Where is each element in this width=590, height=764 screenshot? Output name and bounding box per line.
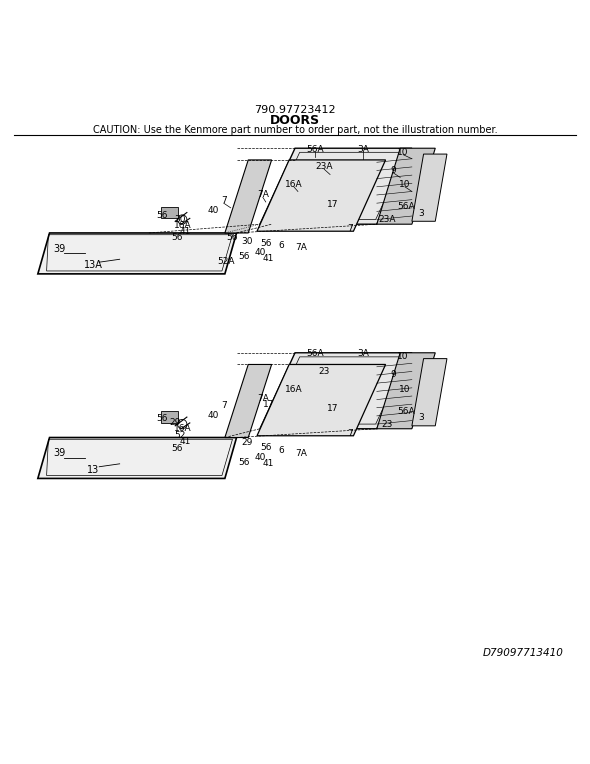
Text: 16A: 16A [285, 384, 303, 393]
Text: 23A: 23A [379, 215, 396, 224]
Polygon shape [225, 364, 271, 438]
Text: 56: 56 [260, 443, 271, 452]
Text: 56: 56 [156, 414, 168, 422]
Text: 3: 3 [418, 209, 424, 219]
Text: 3A: 3A [358, 145, 369, 154]
Text: 39: 39 [53, 244, 65, 254]
Text: 17: 17 [263, 400, 274, 409]
Polygon shape [377, 353, 435, 429]
Text: 9: 9 [391, 371, 396, 380]
Text: 7A: 7A [295, 243, 307, 252]
Text: 40: 40 [208, 206, 219, 215]
Text: 52A: 52A [217, 257, 235, 266]
Text: 7A: 7A [257, 394, 269, 403]
Text: 7A: 7A [257, 190, 269, 199]
Polygon shape [38, 233, 237, 274]
Text: 17: 17 [327, 200, 339, 209]
Polygon shape [377, 148, 435, 224]
Text: 56: 56 [156, 211, 168, 220]
Text: 30: 30 [241, 238, 253, 246]
Text: 23: 23 [319, 367, 330, 376]
Text: 56: 56 [171, 232, 183, 241]
Text: 3: 3 [418, 413, 424, 422]
Text: 6: 6 [278, 446, 284, 455]
Text: 40: 40 [254, 248, 266, 257]
Text: 56: 56 [260, 239, 271, 248]
Text: 790.97723412: 790.97723412 [254, 105, 336, 115]
Text: 10: 10 [398, 352, 409, 361]
Text: DOORS: DOORS [270, 114, 320, 127]
Text: 7: 7 [348, 429, 353, 438]
Text: 10: 10 [398, 147, 409, 157]
Text: 23: 23 [382, 419, 393, 429]
Text: 41: 41 [180, 227, 191, 236]
Polygon shape [257, 160, 386, 231]
Text: 56: 56 [238, 458, 250, 467]
Text: 7: 7 [221, 196, 227, 206]
Text: 9: 9 [391, 166, 396, 175]
Text: 6: 6 [278, 241, 284, 251]
Text: 16A: 16A [174, 424, 192, 433]
Text: 16A: 16A [285, 180, 303, 189]
Text: 40: 40 [208, 411, 219, 419]
Polygon shape [260, 148, 412, 224]
Text: 17: 17 [327, 404, 339, 413]
Text: 52: 52 [174, 431, 185, 440]
Polygon shape [260, 353, 412, 429]
Text: 41: 41 [263, 459, 274, 468]
Text: 29: 29 [169, 419, 181, 427]
Text: 7: 7 [348, 225, 353, 233]
Text: 56: 56 [227, 232, 238, 241]
Text: 13A: 13A [84, 260, 103, 270]
Polygon shape [225, 160, 271, 233]
Text: 10: 10 [399, 180, 411, 189]
Text: 23A: 23A [316, 163, 333, 171]
Text: 40: 40 [254, 454, 266, 462]
Text: D79097713410: D79097713410 [483, 648, 564, 658]
Polygon shape [257, 364, 386, 435]
Polygon shape [160, 411, 178, 423]
Text: 56: 56 [171, 444, 183, 452]
Text: 39: 39 [53, 448, 65, 458]
Text: CAUTION: Use the Kenmore part number to order part, not the illustration number.: CAUTION: Use the Kenmore part number to … [93, 125, 497, 134]
Polygon shape [412, 358, 447, 426]
Polygon shape [160, 207, 178, 219]
Text: 41: 41 [263, 254, 274, 263]
Text: 10: 10 [399, 384, 411, 393]
Text: 41: 41 [180, 437, 191, 446]
Text: 56A: 56A [307, 349, 324, 358]
Text: 30: 30 [174, 215, 186, 224]
Polygon shape [412, 154, 447, 222]
Text: 13: 13 [87, 465, 100, 474]
Text: 29: 29 [241, 439, 253, 447]
Polygon shape [38, 438, 237, 478]
Text: 7: 7 [221, 401, 227, 410]
Text: 56A: 56A [307, 145, 324, 154]
Text: 56A: 56A [397, 202, 415, 211]
Text: 3A: 3A [358, 349, 369, 358]
Text: 16A: 16A [174, 221, 192, 230]
Text: 56A: 56A [397, 406, 415, 416]
Text: 7A: 7A [295, 448, 307, 458]
Text: 56: 56 [238, 252, 250, 261]
